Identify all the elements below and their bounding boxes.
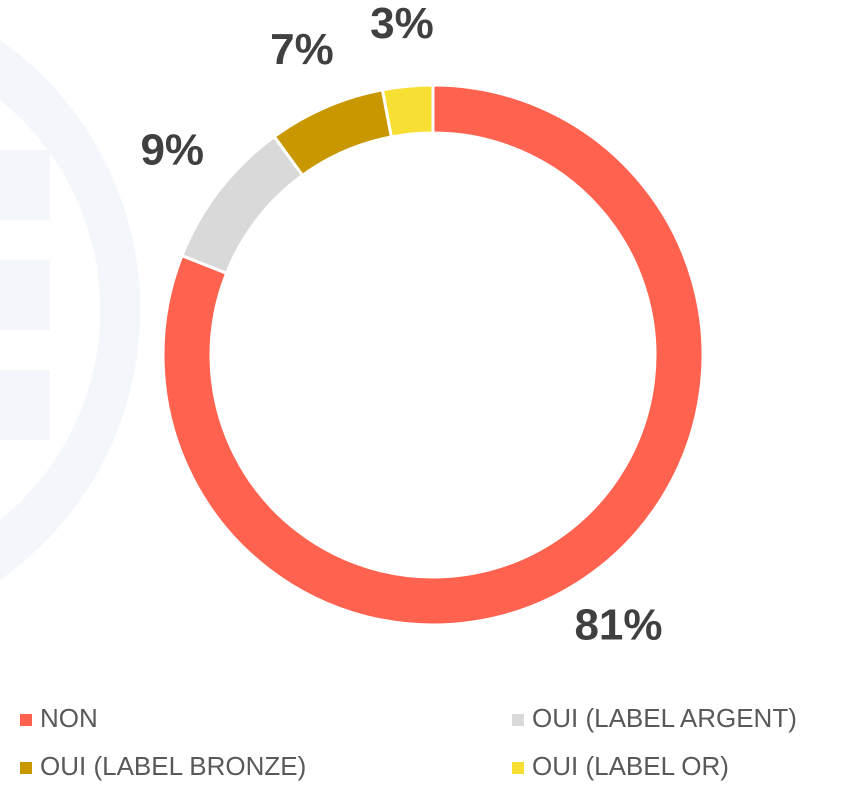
donut-segment [272,88,394,178]
legend-label: OUI (LABEL BRONZE) [40,751,306,781]
legend-label: OUI (LABEL ARGENT) [532,703,797,733]
value-label: 9% [140,125,204,174]
donut-segment [380,83,435,139]
legend-marker [512,714,524,726]
legend-marker [20,762,32,774]
donut-segment [161,83,705,627]
legend-label: OUI (LABEL OR) [532,751,729,781]
legend-marker [512,762,524,774]
value-label: 7% [270,25,334,74]
legend-marker [20,714,32,726]
value-label: 81% [574,601,662,650]
watermark [0,40,141,580]
legend-label: NON [40,703,98,733]
value-label: 3% [370,0,434,48]
